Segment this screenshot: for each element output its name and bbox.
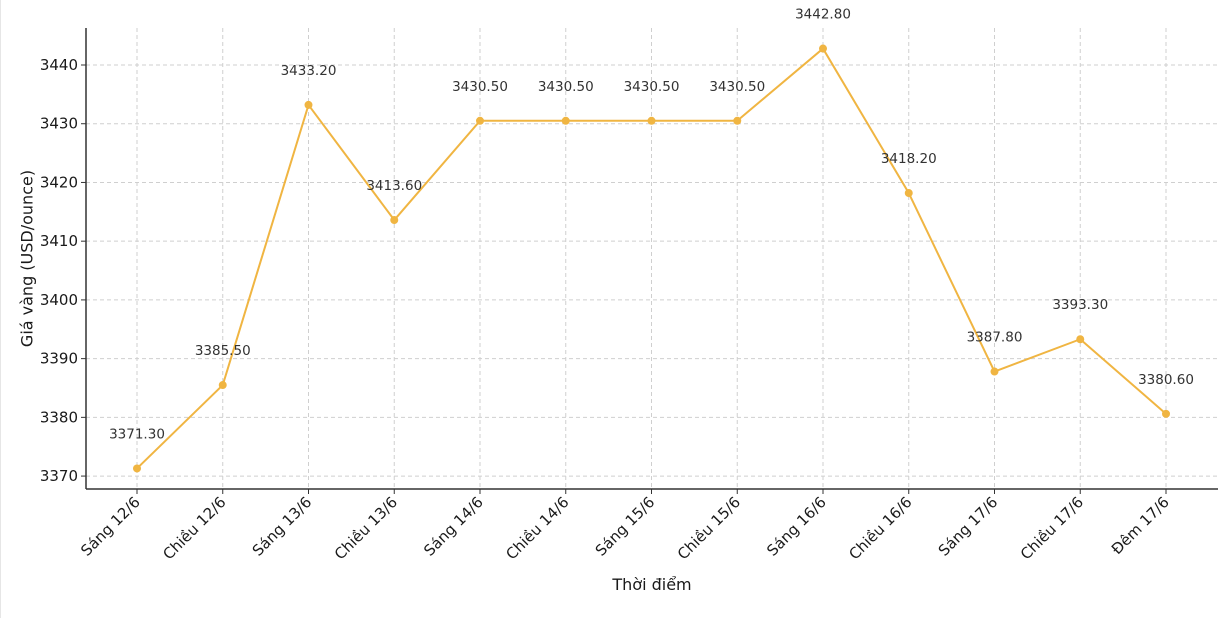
data-point [133, 464, 141, 473]
axes [85, 28, 1218, 490]
x-tick-label: Chiều 16/6 [845, 493, 915, 563]
data-point [647, 116, 656, 125]
series-line [136, 47, 1167, 470]
y-tick-label: 3420 [40, 173, 78, 191]
x-tick-label: Đêm 17/6 [1108, 493, 1173, 558]
data-point [819, 44, 827, 53]
x-tick-label: Sáng 15/6 [592, 493, 659, 560]
y-tick-label: 3370 [40, 467, 78, 485]
x-tick-label: Sáng 14/6 [420, 493, 487, 560]
data-label: 3430.50 [624, 79, 680, 95]
y-tick-label: 3400 [40, 291, 78, 309]
data-point [990, 367, 999, 376]
data-label: 3371.30 [109, 426, 165, 442]
grid-lines [86, 28, 1218, 489]
data-point [561, 116, 570, 125]
x-axis-title: Thời điểm [611, 575, 691, 594]
y-tick-label: 3380 [40, 408, 78, 426]
y-tick-label: 3440 [40, 56, 78, 74]
data-label: 3413.60 [366, 178, 422, 194]
x-tick-label: Chiều 12/6 [159, 493, 229, 563]
data-label: 3387.80 [967, 330, 1023, 346]
x-tick-label: Chiều 15/6 [674, 493, 744, 563]
data-label: 3433.20 [281, 63, 337, 79]
data-point [1076, 335, 1085, 344]
x-axis-ticks: Sáng 12/6 Chiều 12/6 Sáng 13/6 Chiều 13/6 Sá… [77, 489, 1173, 563]
x-tick-label: Sáng 17/6 [935, 493, 1002, 560]
y-axis-ticks: 3370 3380 3390 3400 3410 3420 3430 3440 [40, 56, 86, 485]
x-tick-label: Sáng 12/6 [77, 493, 144, 560]
data-point [904, 189, 913, 198]
x-tick-label: Chiều 13/6 [331, 493, 401, 563]
data-label: 3418.20 [881, 151, 937, 167]
x-tick-label: Chiều 14/6 [502, 493, 572, 563]
y-axis-title: Giá vàng (USD/ounce) [18, 170, 37, 347]
data-label: 3385.50 [195, 343, 251, 359]
y-tick-label: 3390 [40, 350, 78, 368]
y-tick-label: 3430 [40, 115, 78, 133]
series-gold-price [133, 44, 1170, 473]
x-tick-label: Sáng 16/6 [763, 493, 830, 560]
data-label: 3393.30 [1052, 297, 1108, 313]
x-tick-label: Chiều 17/6 [1017, 493, 1087, 563]
data-label: 3442.80 [795, 7, 851, 23]
y-tick-label: 3410 [40, 232, 78, 250]
data-labels: 3371.30 3385.50 3433.20 3413.60 3430.50 3430.… [109, 7, 1194, 443]
data-point [733, 116, 742, 125]
data-point [476, 116, 484, 125]
x-tick-label: Sáng 13/6 [249, 493, 316, 560]
data-point [1162, 409, 1170, 418]
data-point [304, 100, 313, 109]
data-label: 3430.50 [452, 79, 508, 95]
data-label: 3430.50 [709, 79, 765, 95]
data-point [390, 216, 399, 225]
data-label: 3380.60 [1138, 372, 1194, 388]
data-point [218, 381, 227, 390]
data-label: 3430.50 [538, 79, 594, 95]
